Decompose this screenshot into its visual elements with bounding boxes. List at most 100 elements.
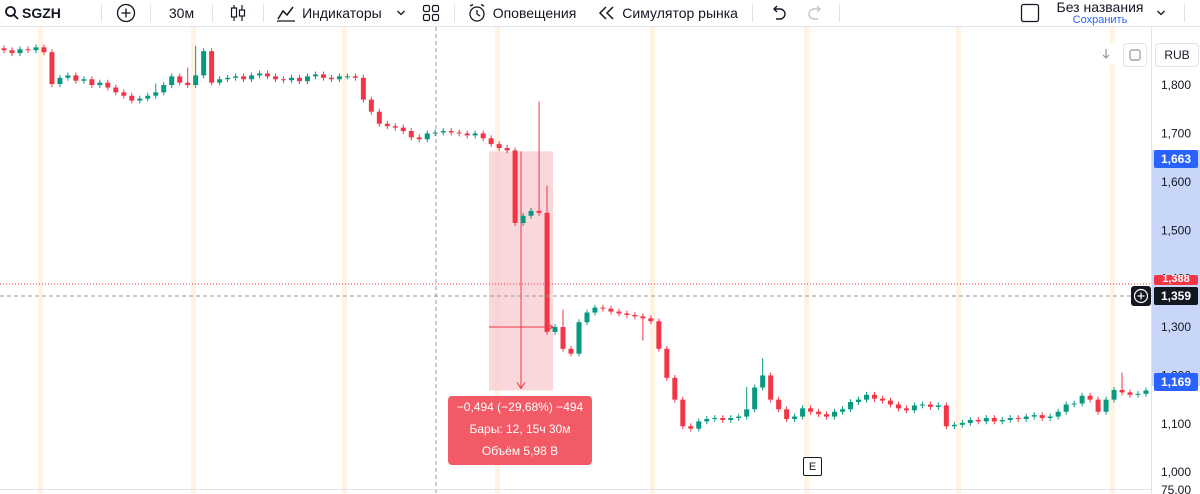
interval-button[interactable]: 30м <box>169 0 194 26</box>
candle <box>472 130 478 139</box>
candle-body <box>1047 416 1053 419</box>
candle-body <box>9 50 15 54</box>
candle <box>408 128 414 141</box>
candle-body <box>488 138 494 145</box>
redo-button[interactable] <box>807 0 825 26</box>
symbol-search-button[interactable]: SGZH <box>4 0 61 26</box>
candle <box>432 129 438 137</box>
candle-body <box>935 405 941 407</box>
price-scale-range-highlight <box>1152 150 1200 386</box>
candle <box>1039 412 1045 421</box>
candle-body <box>177 76 183 83</box>
candle-body <box>65 75 71 78</box>
candle <box>975 417 981 425</box>
price-chart[interactable]: 1,8001,7001,6001,5001,4001,3001,2001,100… <box>0 27 1200 494</box>
candle-body <box>352 76 358 78</box>
candle <box>895 401 901 412</box>
candle <box>903 405 909 414</box>
candle <box>193 45 199 88</box>
chart-type-button[interactable] <box>229 0 247 26</box>
candle <box>257 70 263 79</box>
candle <box>568 345 574 357</box>
candle-body <box>249 75 255 80</box>
candle-body <box>145 95 151 99</box>
candle-body <box>664 348 670 378</box>
candle <box>368 96 374 115</box>
candle-body <box>991 418 997 422</box>
candle-body <box>640 316 646 319</box>
candle <box>600 304 606 312</box>
candle-body <box>41 47 47 53</box>
candle-body <box>376 111 382 124</box>
session-band <box>804 27 809 494</box>
candle <box>233 73 239 81</box>
alerts-label: Оповещения <box>492 5 577 21</box>
candle-body <box>281 79 287 81</box>
candle <box>792 413 798 422</box>
layout-name-block[interactable]: Без названия Сохранить <box>1052 0 1148 26</box>
candle <box>744 387 750 420</box>
candle-body <box>720 418 726 420</box>
candle <box>1079 392 1085 407</box>
alerts-button[interactable]: Оповещения <box>467 0 577 26</box>
layout-save-button[interactable] <box>1020 0 1040 26</box>
compare-symbol-button[interactable] <box>116 0 136 26</box>
add-alert-plus-button[interactable] <box>1131 286 1151 306</box>
scroll-to-realtime-button[interactable] <box>1095 43 1117 65</box>
layouts-button[interactable] <box>422 0 440 26</box>
interval-label: 30м <box>168 5 195 21</box>
candle <box>752 384 758 413</box>
candle-body <box>592 307 598 313</box>
candle-body <box>919 404 925 406</box>
candle-body <box>161 85 167 93</box>
checkbox-icon <box>1020 3 1040 23</box>
candle <box>440 128 446 136</box>
candle <box>57 74 63 88</box>
price-tag-alert: 1,388 <box>1154 275 1198 285</box>
candle-body <box>233 76 239 78</box>
candle-body <box>73 75 79 81</box>
indicators-button[interactable]: Индикаторы <box>276 0 382 26</box>
candle-body <box>496 144 502 148</box>
candle-body <box>1063 404 1069 412</box>
candle <box>592 304 598 316</box>
indicators-label: Индикаторы <box>302 5 382 21</box>
candle <box>919 401 925 409</box>
candle <box>832 408 838 420</box>
session-band <box>342 27 347 494</box>
candle <box>656 318 662 352</box>
candle <box>360 74 366 103</box>
candle <box>265 70 271 80</box>
indicators-dropdown[interactable] <box>396 0 406 26</box>
candle <box>400 124 406 134</box>
candle <box>824 411 830 420</box>
layout-menu-dropdown[interactable] <box>1156 0 1166 26</box>
candle-body <box>808 408 814 412</box>
candle <box>648 315 654 325</box>
candle-body <box>840 409 846 412</box>
replay-button[interactable]: Симулятор рынка <box>598 0 738 26</box>
alarm-icon <box>469 3 485 22</box>
earnings-event-marker[interactable]: E <box>803 457 822 476</box>
candle <box>728 415 734 423</box>
candle-body <box>1055 411 1061 417</box>
candle <box>320 71 326 81</box>
candle <box>808 405 814 415</box>
chart-area[interactable]: 1,8001,7001,6001,5001,4001,3001,2001,100… <box>0 27 1200 494</box>
candle-body <box>887 400 893 405</box>
toolbar-divider <box>1184 4 1185 22</box>
candle <box>552 324 558 335</box>
candle <box>73 72 79 84</box>
candle <box>1119 372 1125 396</box>
candle-body <box>768 375 774 400</box>
candle <box>991 415 997 425</box>
candle-body <box>129 95 135 101</box>
candle <box>1071 400 1077 408</box>
top-toolbar: SGZH 30м Индикаторы Оповещения Симулятор… <box>0 0 1200 27</box>
candle <box>424 130 430 143</box>
candle-body <box>752 387 758 410</box>
undo-button[interactable] <box>769 0 787 26</box>
fullscreen-button[interactable] <box>1123 43 1147 67</box>
candle-body <box>560 327 566 349</box>
currency-button[interactable]: RUB <box>1155 43 1199 67</box>
